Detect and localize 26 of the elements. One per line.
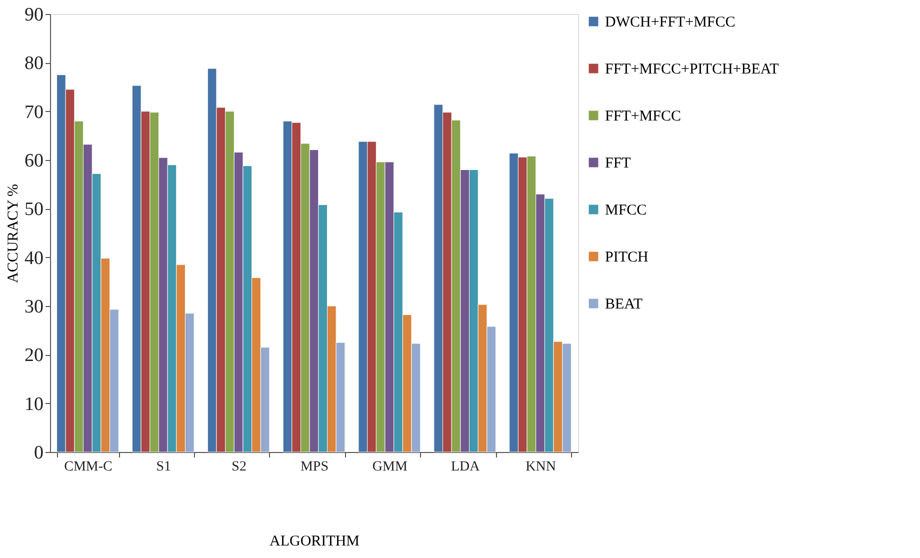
y-tick-label: 20: [24, 345, 44, 366]
x-axis-title: ALGORITHM: [270, 534, 360, 550]
y-tick-label: 10: [24, 394, 44, 415]
y-tick-label: 80: [24, 53, 44, 74]
x-tick-label: GMM: [372, 460, 408, 474]
y-tick-label: 70: [24, 102, 44, 123]
y-tick-label: 90: [24, 4, 44, 26]
y-tick-label: 0: [34, 442, 44, 464]
x-tick-label: KNN: [526, 460, 556, 474]
x-tick-label: LDA: [450, 460, 481, 474]
legend-label: PITCH: [605, 250, 649, 266]
legend-label: FFT+MFCC+PITCH+BEAT: [605, 62, 779, 78]
legend-label: FFT: [605, 156, 631, 172]
y-axis-title: ACCURACY %: [6, 184, 22, 284]
y-tick-label: 60: [24, 150, 44, 172]
x-tick-label: CMM-C: [64, 460, 112, 474]
x-tick-label: MPS: [300, 460, 329, 474]
legend-label: FFT+MFCC: [605, 108, 681, 124]
y-tick-label: 50: [24, 199, 44, 220]
y-tick-label: 30: [24, 296, 44, 318]
legend-label: MFCC: [605, 202, 647, 218]
legend-label: BEAT: [605, 296, 642, 312]
x-tick-label: S2: [232, 460, 246, 474]
x-tick-label: S1: [156, 460, 172, 474]
legend-label: DWCH+FFT+MFCC: [605, 14, 736, 30]
y-tick-label: 40: [24, 248, 44, 269]
